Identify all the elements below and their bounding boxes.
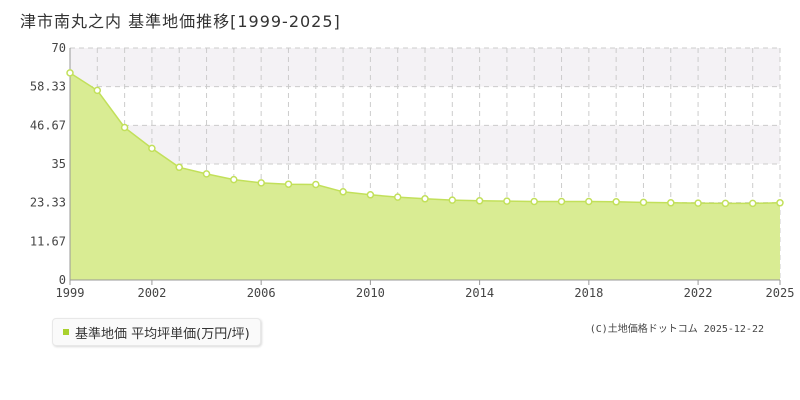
area-fill [70,72,780,281]
data-point [475,197,484,205]
data-point [393,193,402,201]
data-point [585,197,593,206]
data-point [230,175,238,184]
data-point [667,199,675,207]
y-tick-label: 70 [52,41,66,55]
y-tick-label: 23.33 [30,196,66,210]
axes [69,48,781,285]
x-tick-label: 2014 [465,286,494,300]
data-points [66,69,784,208]
x-tick-label: 2010 [356,286,385,300]
data-point [639,198,648,207]
land-price-chart: 0 11.67 23.33 35 46.67 58.33 70 1999 2002 2006 201… [30,41,795,300]
y-tick-label: 11.67 [30,234,66,248]
data-point [148,144,156,153]
data-point [448,196,457,204]
x-tick-label: 2025 [766,286,795,300]
data-point [421,195,429,203]
data-point [776,199,784,207]
data-point [339,188,347,196]
data-point [120,123,129,132]
data-point [530,197,538,206]
legend-swatch [63,329,69,335]
data-point [93,86,102,95]
data-point [503,197,511,205]
data-point [748,199,757,208]
data-point [284,180,293,188]
copyright-text: (C)土地価格ドットコム 2025-12-22 [589,324,764,335]
data-point [612,198,620,206]
x-tick-label: 2018 [574,286,603,300]
data-point [694,199,702,207]
data-point [557,197,566,206]
y-tick-label: 46.67 [30,118,66,132]
data-point [366,191,375,199]
y-tick-label: 58.33 [30,80,66,94]
x-tick-label: 2006 [247,286,276,300]
data-point [202,170,211,178]
y-tick-label: 0 [59,273,66,287]
data-point [175,163,183,172]
legend: 基準地価 平均坪単価(万円/坪) [52,318,261,346]
x-tick-label: 2022 [684,286,713,300]
chart-title: 津市南丸之内 基準地価推移[1999-2025] [20,12,341,31]
data-point [721,199,730,208]
y-tick-label: 35 [52,157,66,171]
data-point [312,180,320,189]
x-tick-label: 2002 [137,286,166,300]
data-point [257,179,265,187]
x-tick-label: 1999 [56,286,85,300]
tick-labels: 0 11.67 23.33 35 46.67 58.33 70 1999 2002 2006 201… [30,41,795,300]
data-point [66,69,74,77]
legend-label: 基準地価 平均坪単価(万円/坪) [75,326,250,342]
